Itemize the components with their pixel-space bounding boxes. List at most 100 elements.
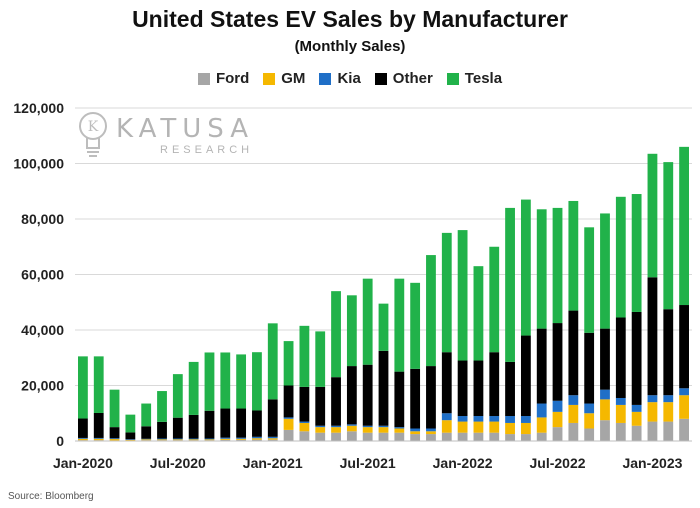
- logo-name: KATUSA: [116, 114, 255, 144]
- bar-segment-kia: [426, 428, 436, 432]
- bar-segment-other: [631, 311, 642, 405]
- legend-label-ford: Ford: [215, 70, 250, 87]
- bar-segment-ford: [410, 434, 421, 441]
- bar-segment-kia: [615, 397, 626, 405]
- bar-segment-gm: [93, 438, 104, 441]
- y-tick-label: 0: [56, 433, 64, 449]
- bar-segment-tesla: [520, 199, 531, 336]
- bar-segment-kia: [378, 425, 389, 428]
- bar-segment-tesla: [331, 291, 341, 378]
- bar-segment-kia: [141, 438, 152, 440]
- y-tick-label: 80,000: [21, 211, 64, 227]
- bar-segment-ford: [663, 421, 674, 441]
- bar-segment-kia: [236, 437, 247, 439]
- bar-segment-gm: [473, 421, 484, 433]
- bar-segment-gm: [600, 399, 610, 421]
- bar-segment-gm: [299, 422, 310, 432]
- bar-segment-gm: [552, 411, 563, 428]
- bar-segment-gm: [315, 427, 326, 433]
- bar-segment-gm: [362, 427, 373, 433]
- chart-title: United States EV Sales by Manufacturer: [132, 6, 568, 32]
- legend: Ford GM Kia Other Tesla: [0, 70, 700, 87]
- bar-segment-kia: [584, 403, 595, 414]
- logo-sub: RESEARCH: [160, 144, 254, 156]
- bar-segment-kia: [125, 439, 136, 440]
- legend-swatch-gm: [263, 72, 276, 85]
- bar-segment-ford: [267, 439, 278, 441]
- bar-segment-other: [600, 328, 610, 390]
- bar-segment-other: [505, 361, 515, 417]
- bar-segment-other: [172, 417, 183, 439]
- legend-item-gm: GM: [263, 70, 305, 87]
- bar-segment-other: [378, 350, 389, 426]
- bar-segment-other: [552, 323, 563, 401]
- bar-segment-ford: [520, 434, 531, 441]
- bar-segment-kia: [78, 437, 88, 439]
- legend-label-gm: GM: [281, 70, 306, 87]
- legend-item-kia: Kia: [319, 70, 361, 87]
- bar-segment-tesla: [663, 162, 674, 310]
- lightbulb-icon: K: [79, 112, 107, 157]
- bar-segment-ford: [536, 432, 547, 441]
- bar-segment-ford: [631, 425, 642, 441]
- bar-segment-gm: [109, 439, 120, 441]
- bar-segment-gm: [331, 427, 341, 433]
- bar-segment-other: [647, 277, 658, 396]
- bar-segment-gm: [78, 438, 88, 441]
- bar-segment-other: [315, 386, 326, 426]
- bar-segment-ford: [552, 427, 563, 441]
- bar-segment-ford: [236, 439, 247, 441]
- bar-segment-gm: [204, 439, 215, 441]
- bar-segment-ford: [362, 432, 373, 441]
- bar-segment-other: [252, 410, 262, 437]
- bar-segment-kia: [93, 437, 104, 439]
- x-tick-label: Jul-2020: [150, 455, 206, 471]
- bar-segment-ford: [584, 428, 595, 441]
- bar-segment-tesla: [220, 352, 231, 409]
- legend-item-tesla: Tesla: [446, 70, 502, 87]
- bar-segment-kia: [283, 417, 294, 419]
- bar-segment-kia: [568, 395, 579, 405]
- bar-segment-tesla: [346, 295, 357, 367]
- bar-segment-gm: [457, 421, 468, 433]
- bar-segment-other: [457, 360, 468, 417]
- bar-segment-tesla: [78, 356, 88, 419]
- bar-segment-ford: [220, 439, 231, 441]
- bar-segment-ford: [505, 434, 515, 441]
- bar-segment-tesla: [426, 255, 436, 367]
- bar-segment-gm: [141, 439, 152, 441]
- x-tick-label: Jan-2023: [622, 455, 682, 471]
- bar-segment-gm: [536, 417, 547, 433]
- bar-segment-kia: [204, 438, 215, 440]
- bar-segment-kia: [299, 421, 310, 423]
- bar-segment-other: [536, 328, 547, 404]
- y-tick-label: 100,000: [13, 156, 64, 172]
- bar-segment-other: [204, 410, 215, 439]
- bar-segment-tesla: [157, 391, 167, 422]
- bar-segment-gm: [172, 439, 183, 441]
- legend-swatch-ford: [197, 72, 210, 85]
- bar-segment-gm: [647, 402, 658, 422]
- bar-segment-tesla: [204, 352, 215, 411]
- x-tick-label: Jul-2021: [340, 455, 396, 471]
- bar-segment-other: [663, 309, 674, 396]
- bar-segment-gm: [520, 422, 531, 435]
- bar-segment-other: [109, 427, 120, 439]
- bar-segment-tesla: [188, 361, 199, 415]
- x-tick-label: Jan-2021: [243, 455, 303, 471]
- legend-swatch-tesla: [446, 72, 459, 85]
- bar-segment-tesla: [236, 354, 247, 409]
- bar-segment-gm: [441, 420, 452, 433]
- bar-segment-ford: [600, 420, 610, 441]
- bar-segment-tesla: [283, 341, 294, 386]
- bar-segment-other: [473, 360, 484, 417]
- bar-segment-kia: [267, 436, 278, 439]
- bar-segment-tesla: [252, 352, 262, 411]
- bar-segment-tesla: [410, 282, 421, 369]
- bar-segment-gm: [125, 439, 136, 441]
- legend-item-other: Other: [374, 70, 433, 87]
- bar-segment-tesla: [299, 325, 310, 387]
- bar-segment-ford: [331, 432, 341, 441]
- bar-segment-ford: [252, 439, 262, 441]
- bar-segment-kia: [441, 413, 452, 421]
